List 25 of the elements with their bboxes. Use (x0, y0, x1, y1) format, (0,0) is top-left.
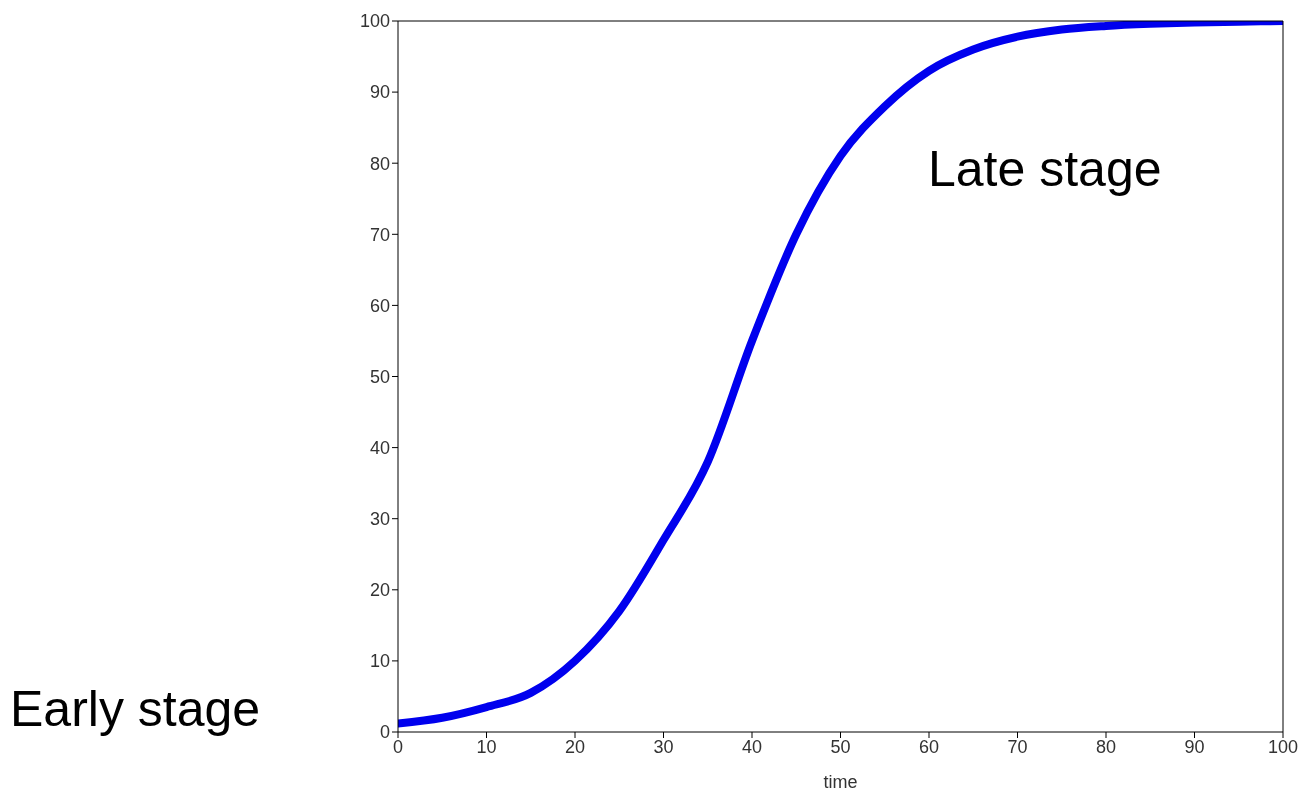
y-tick-label: 100 (359, 11, 390, 32)
x-tick-label: 80 (1095, 736, 1117, 757)
text: Early stage (10, 680, 261, 738)
y-tick-label: 10 (369, 651, 390, 672)
x-tick-label: 0 (392, 736, 404, 757)
y-tick-label: 40 (369, 437, 390, 458)
x-tick-label: 60 (918, 736, 940, 757)
x-tick-label: 10 (476, 736, 497, 757)
x-tick-label: 90 (1184, 736, 1205, 757)
y-tick-label: 20 (369, 580, 390, 601)
x-tick-label: 70 (1007, 736, 1028, 757)
x-tick-label: 30 (653, 736, 674, 757)
y-tick-label: 70 (369, 224, 390, 245)
y-tick-label: 90 (369, 82, 390, 103)
y-tick-label: 30 (369, 509, 390, 530)
y-tick-label: 60 (369, 295, 390, 316)
x-tick-label: 20 (564, 736, 586, 757)
y-tick-label: 0 (379, 722, 390, 743)
y-tick-label: 80 (369, 153, 390, 174)
y-tick-label: 50 (369, 366, 390, 387)
x-tick-label: 100 (1267, 736, 1299, 757)
x-tick-label: 40 (741, 736, 763, 757)
x-tick-label: 50 (830, 736, 851, 757)
x-axis-title: time (823, 772, 858, 792)
annotation: Late stage (928, 140, 1162, 198)
